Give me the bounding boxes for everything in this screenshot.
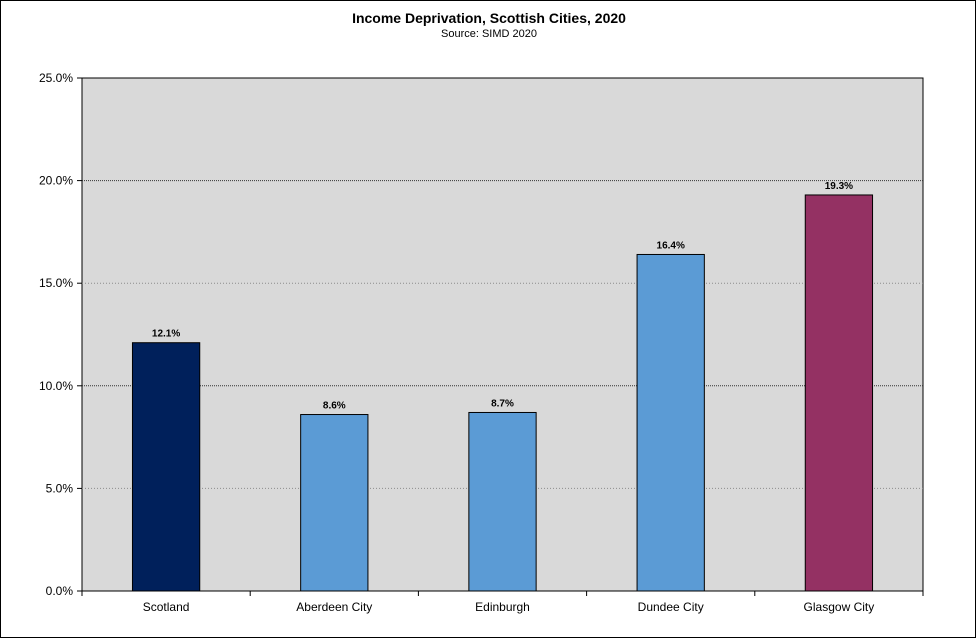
chart-title: Income Deprivation, Scottish Cities, 202…: [352, 10, 626, 26]
bar: [300, 414, 369, 592]
x-category-label: Scotland: [143, 600, 190, 614]
x-category-label: Dundee City: [638, 600, 704, 614]
bar: [636, 253, 705, 592]
x-category-label: Aberdeen City: [296, 600, 372, 614]
data-label: 16.4%: [657, 240, 685, 251]
data-label: 8.7%: [491, 398, 514, 409]
y-tick-label: 20.0%: [39, 174, 73, 188]
data-labels: 12.1% 8.6% 8.7% 16.4% 19.3%: [152, 181, 853, 412]
y-tick-label: 25.0%: [39, 71, 73, 85]
x-category-label: Glasgow City: [804, 600, 875, 614]
data-label: 19.3%: [825, 181, 853, 192]
bar: [131, 342, 201, 592]
bar: [468, 411, 537, 592]
y-axis-ticks: 0.0% 5.0% 10.0% 15.0% 20.0% 25.0%: [39, 71, 82, 598]
x-category-label: Edinburgh: [475, 600, 530, 614]
chart-subtitle: Source: SIMD 2020: [441, 28, 537, 40]
bars: [131, 194, 874, 592]
data-label: 8.6%: [323, 401, 346, 412]
y-tick-label: 15.0%: [39, 276, 73, 290]
data-label: 12.1%: [152, 329, 180, 340]
y-tick-label: 10.0%: [39, 379, 73, 393]
y-tick-label: 0.0%: [46, 584, 74, 598]
x-axis-categories: Scotland Aberdeen City Edinburgh Dundee Cit…: [81, 591, 924, 614]
bar: [804, 194, 874, 592]
y-tick-label: 5.0%: [46, 481, 74, 495]
